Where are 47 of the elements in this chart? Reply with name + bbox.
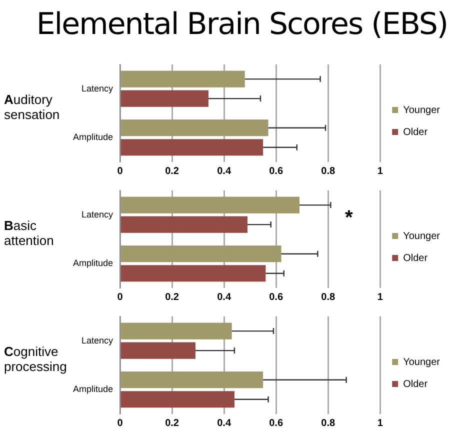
bar	[120, 196, 300, 214]
x-tick-label: 0.4	[217, 418, 232, 429]
chart-title: Elemental Brain Scores (EBS)	[35, 6, 449, 44]
legend-label: Younger	[403, 230, 441, 242]
bar	[120, 391, 234, 408]
x-tick-label: 0.2	[165, 292, 180, 303]
x-tick-label: 1	[377, 166, 384, 177]
y-tick-label: Latency	[81, 209, 114, 220]
bar	[120, 265, 266, 282]
bar	[120, 70, 245, 88]
legend-label: Older	[403, 252, 428, 264]
x-tick-label: 0.6	[269, 166, 284, 177]
legend-label: Younger	[403, 104, 441, 116]
y-tick-label: Latency	[81, 83, 114, 94]
x-tick-label: 0.2	[165, 418, 180, 429]
annotation: *	[345, 206, 353, 229]
bar	[120, 342, 196, 359]
x-tick-label: 0	[117, 166, 124, 177]
bar	[120, 322, 232, 340]
y-tick-label: Amplitude	[72, 132, 114, 142]
y-axis-title: Cognitive processing	[4, 344, 68, 374]
x-tick-label: 1	[377, 418, 384, 429]
x-tick-label: 0	[117, 418, 124, 429]
x-tick-label: 0.8	[321, 292, 336, 303]
x-tick-label: 0.4	[217, 292, 232, 303]
x-tick-label: 1	[377, 292, 384, 303]
y-axis-title: Auditory sensation	[4, 92, 61, 122]
bar	[120, 246, 282, 262]
legend-label: Younger	[403, 356, 441, 368]
x-tick-label: 0	[117, 292, 124, 303]
legend-label: Older	[403, 126, 428, 138]
y-tick-label: Latency	[81, 335, 114, 346]
bar	[120, 139, 264, 156]
bar	[120, 216, 248, 233]
x-tick-label: 0.8	[321, 166, 336, 177]
x-tick-label: 0.2	[165, 166, 180, 177]
x-tick-label: 0.4	[217, 166, 232, 177]
bar	[120, 90, 208, 107]
bar	[120, 372, 264, 388]
bar	[120, 120, 268, 136]
y-axis-title: Basic attention	[4, 218, 55, 248]
x-tick-label: 0.6	[269, 292, 284, 303]
y-tick-label: Amplitude	[72, 258, 114, 268]
y-tick-label: Amplitude	[72, 384, 114, 394]
x-tick-label: 0.8	[321, 418, 336, 429]
x-tick-label: 0.6	[269, 418, 284, 429]
legend-label: Older	[403, 378, 428, 390]
